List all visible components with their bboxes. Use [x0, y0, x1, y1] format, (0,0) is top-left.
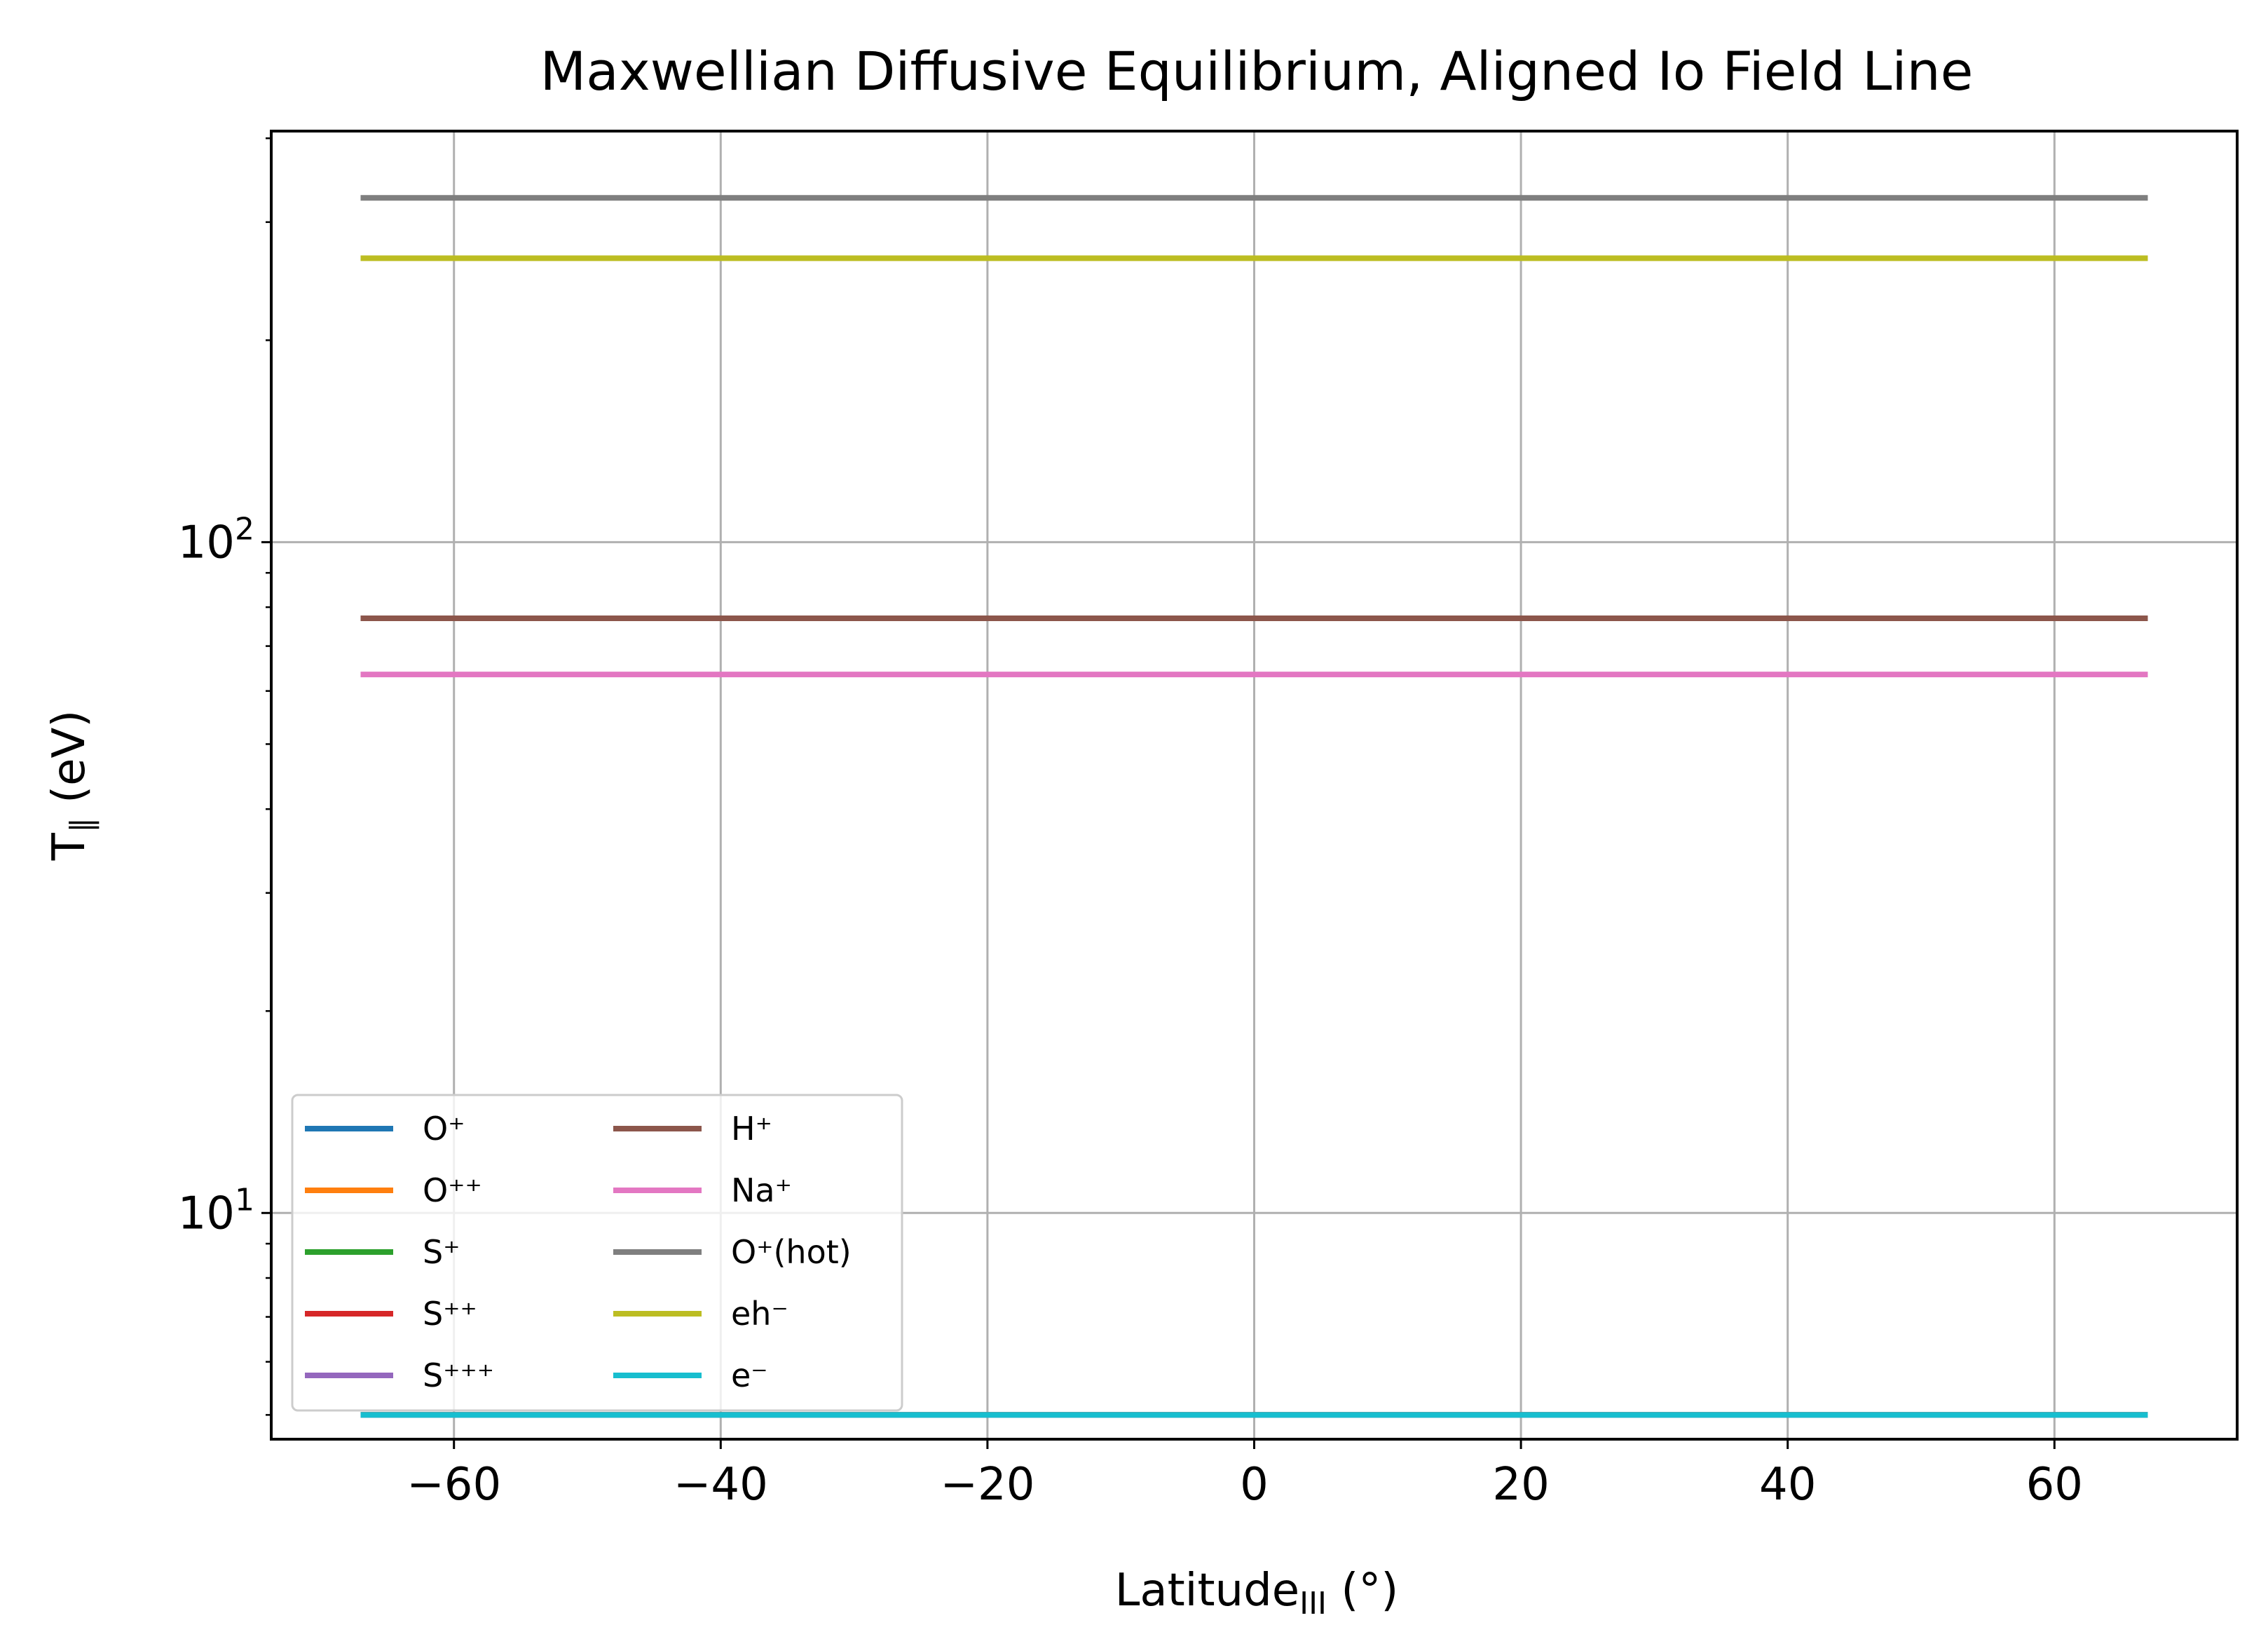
- y-axis-label-suffix: (eV): [43, 710, 95, 817]
- x-tick-label: −60: [407, 1459, 501, 1511]
- y-axis-ticks: 101 102: [178, 137, 271, 1416]
- legend-label: eh⁻: [731, 1295, 788, 1333]
- legend-box: [291, 1094, 903, 1412]
- y-axis-label-main: T: [43, 832, 95, 861]
- x-tick-label: 0: [1240, 1459, 1269, 1511]
- x-tick-label: 20: [1492, 1459, 1549, 1511]
- x-axis-label: LatitudeIII (°): [1115, 1565, 1399, 1621]
- series-lines: [360, 195, 2148, 1418]
- x-axis-label-main: Latitude: [1115, 1565, 1299, 1617]
- y-axis-label-subscript: ∥: [64, 817, 100, 833]
- y-axis-label: T∥ (eV): [43, 710, 100, 862]
- legend-label: S⁺⁺⁺: [423, 1356, 494, 1394]
- y-tick-label: 101: [178, 1182, 254, 1239]
- legend-label: Na⁺: [731, 1171, 792, 1209]
- y-tick-label: 102: [178, 511, 254, 569]
- x-tick-label: −20: [940, 1459, 1034, 1511]
- x-axis-ticks: −60 −40 −20 0 20 40 60: [407, 1439, 2083, 1511]
- x-axis-label-subscript: III: [1299, 1586, 1327, 1621]
- chart-title: Maxwellian Diffusive Equilibrium, Aligne…: [540, 40, 1974, 102]
- legend-label: S⁺: [423, 1233, 460, 1271]
- x-axis-label-suffix: (°): [1327, 1565, 1398, 1617]
- legend-label: O⁺(hot): [731, 1233, 852, 1271]
- legend-label: O⁺: [423, 1110, 465, 1148]
- legend-label: H⁺: [731, 1110, 772, 1148]
- x-tick-label: 60: [2026, 1459, 2083, 1511]
- x-tick-label: −40: [674, 1459, 768, 1511]
- legend-label: O⁺⁺: [423, 1171, 482, 1209]
- legend-label: e⁻: [731, 1356, 768, 1394]
- x-tick-label: 40: [1759, 1459, 1816, 1511]
- legend-label: S⁺⁺: [423, 1295, 477, 1333]
- legend: O⁺ O⁺⁺ S⁺ S⁺⁺ S⁺⁺⁺ H⁺ Na⁺ O⁺(hot) eh⁻ e⁻: [291, 1094, 903, 1412]
